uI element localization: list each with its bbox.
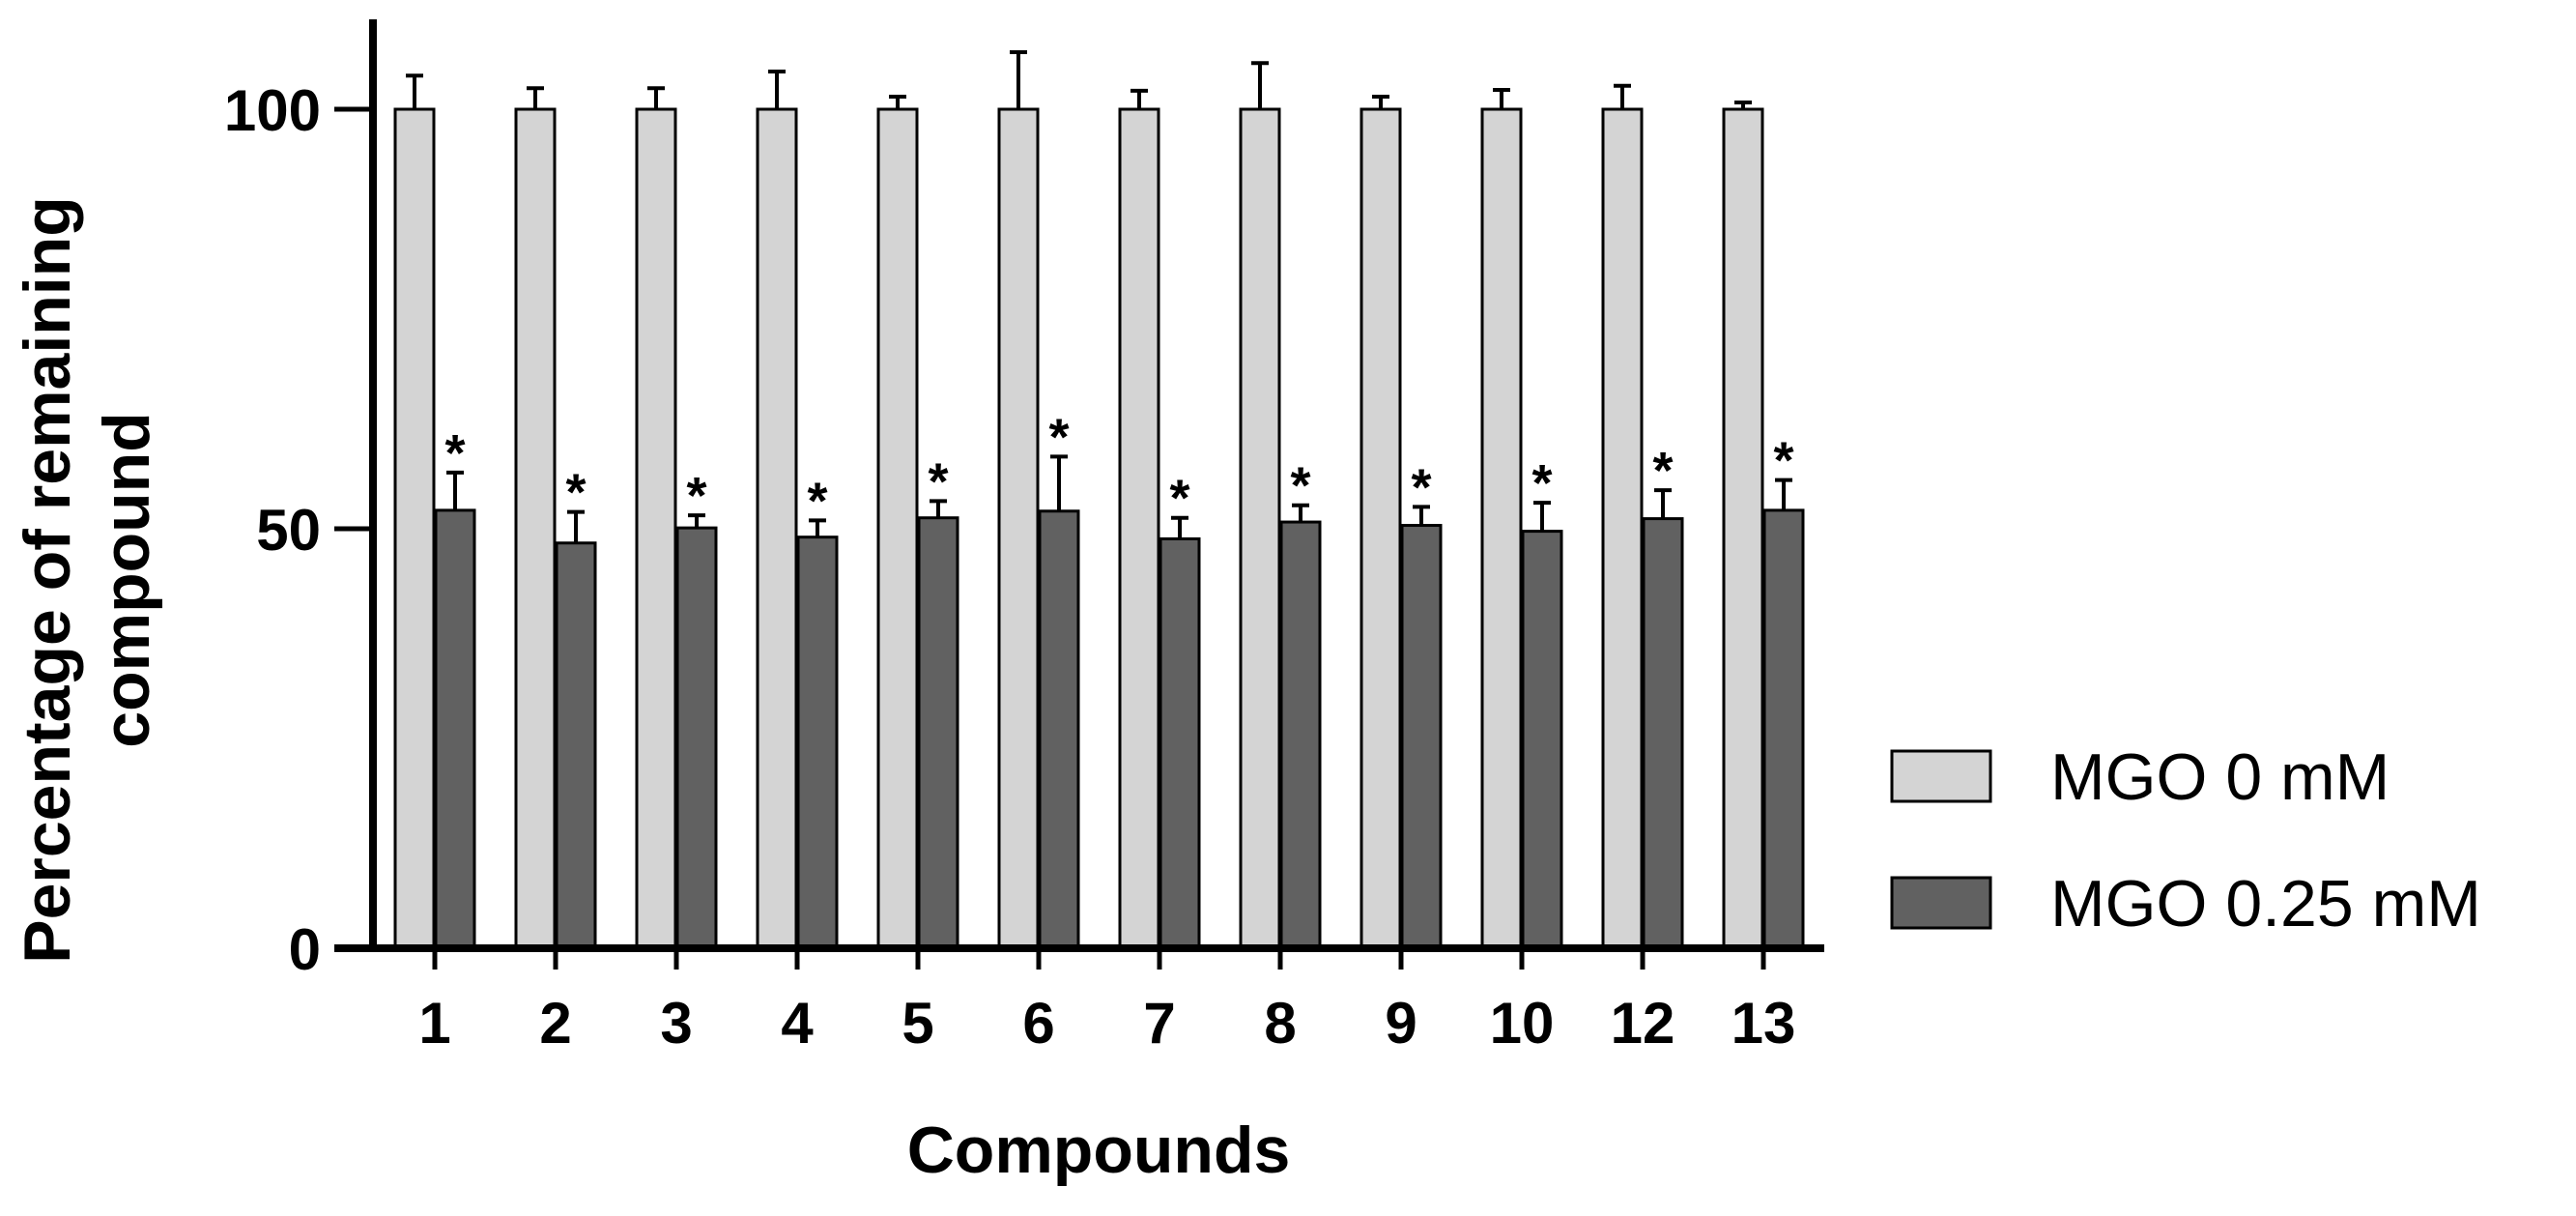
- bar-mgo-025-compound-3: [675, 526, 718, 950]
- x-tick-label-10: 10: [1490, 991, 1555, 1056]
- bar-mgo-0-compound-4: [756, 107, 798, 950]
- y-axis-title-line-2: compound: [90, 412, 163, 748]
- bar-mgo-025-compound-9: [1400, 524, 1443, 950]
- x-tick-label-4: 4: [781, 991, 814, 1056]
- x-tick-label-12: 12: [1611, 991, 1675, 1056]
- significance-marker-compound-2: *: [565, 464, 586, 522]
- bars-layer: * * * * * * * * * * * *: [393, 49, 1805, 950]
- x-tick-label-8: 8: [1264, 991, 1296, 1056]
- bar-mgo-0-compound-9: [1360, 107, 1402, 950]
- legend-label-series-1: MGO 0.25 mM: [2050, 867, 2481, 941]
- x-tick-label-3: 3: [660, 991, 692, 1056]
- x-tick-label-1: 1: [418, 991, 450, 1056]
- bar-mgo-025-compound-8: [1279, 520, 1322, 950]
- significance-marker-compound-3: *: [686, 467, 706, 525]
- significance-marker-compound-10: *: [1531, 454, 1552, 512]
- significance-marker-compound-1: *: [444, 424, 465, 482]
- y-tick-label-0: 0: [289, 917, 321, 982]
- y-axis-title-line-1: Percentage of remaining: [11, 196, 84, 964]
- x-tick-label-6: 6: [1022, 991, 1054, 1056]
- significance-marker-compound-6: *: [1048, 408, 1069, 466]
- legend-swatch-series-1: [1890, 876, 1992, 930]
- y-tick-label-50: 50: [256, 498, 321, 563]
- significance-marker-compound-5: *: [928, 452, 948, 510]
- bar-mgo-0-compound-13: [1722, 107, 1764, 950]
- bar-mgo-025-compound-5: [917, 516, 959, 950]
- bar-mgo-0-compound-5: [876, 107, 919, 950]
- bar-mgo-0-compound-3: [635, 107, 677, 950]
- x-axis-title: Compounds: [907, 1114, 1291, 1187]
- significance-marker-compound-13: *: [1773, 432, 1793, 490]
- bar-mgo-0-compound-7: [1118, 107, 1160, 950]
- significance-marker-compound-9: *: [1411, 458, 1431, 516]
- legend-swatch-series-0: [1890, 749, 1992, 803]
- axes-layer: [334, 19, 1824, 952]
- bar-mgo-025-compound-4: [796, 536, 839, 950]
- bar-mgo-0-compound-10: [1480, 107, 1523, 950]
- bar-mgo-025-compound-2: [555, 541, 597, 950]
- y-tick-label-100: 100: [224, 78, 321, 143]
- significance-marker-compound-12: *: [1652, 442, 1673, 500]
- legend: MGO 0 mM MGO 0.25 mM: [1890, 740, 2481, 941]
- bar-mgo-0-compound-12: [1601, 107, 1644, 950]
- y-axis-title: Percentage of remaining compound: [11, 196, 163, 964]
- bar-mgo-0-compound-8: [1239, 107, 1281, 950]
- bar-mgo-025-compound-13: [1762, 508, 1805, 950]
- bar-mgo-025-compound-12: [1642, 517, 1684, 950]
- bar-mgo-025-compound-10: [1521, 530, 1563, 950]
- bar-mgo-0-compound-1: [393, 107, 436, 950]
- bar-mgo-025-compound-7: [1159, 536, 1201, 950]
- significance-marker-compound-4: *: [807, 472, 827, 530]
- bar-mgo-025-compound-1: [434, 508, 476, 950]
- legend-label-series-0: MGO 0 mM: [2050, 740, 2390, 814]
- x-tick-label-9: 9: [1385, 991, 1417, 1056]
- x-tick-label-7: 7: [1143, 991, 1175, 1056]
- bar-mgo-0-compound-6: [997, 107, 1040, 950]
- bar-mgo-025-compound-6: [1038, 509, 1080, 950]
- x-tick-label-5: 5: [902, 991, 933, 1056]
- bar-mgo-0-compound-2: [514, 107, 557, 950]
- x-tick-label-13: 13: [1732, 991, 1796, 1056]
- significance-marker-compound-8: *: [1290, 457, 1310, 515]
- x-tick-label-2: 2: [539, 991, 571, 1056]
- significance-marker-compound-7: *: [1169, 470, 1189, 528]
